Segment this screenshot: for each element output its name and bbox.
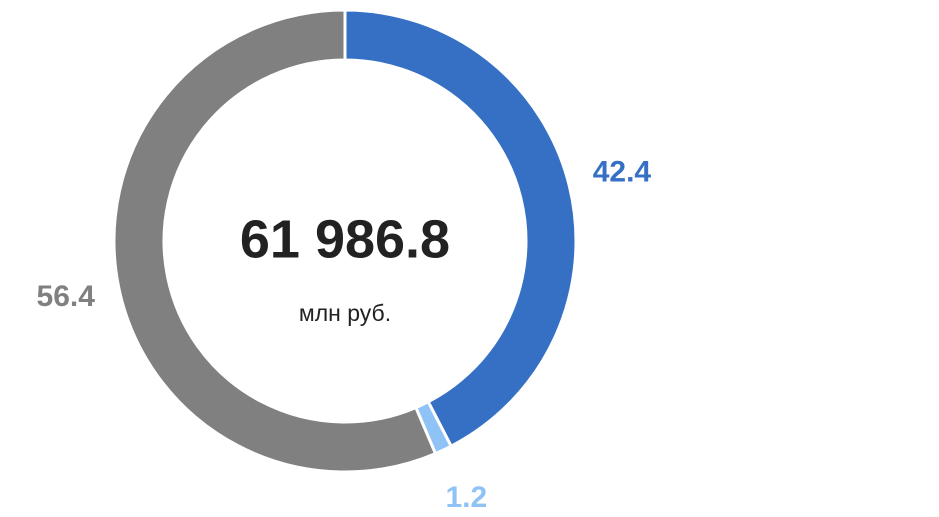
- data-label: 42.4: [593, 156, 652, 189]
- center-value: 61 986.8: [240, 209, 450, 269]
- donut-segment: [112, 8, 438, 474]
- donut-segment: [343, 8, 578, 449]
- data-label: 1.2: [445, 481, 487, 514]
- center-label: млн руб.: [299, 300, 391, 326]
- data-label: 56.4: [37, 280, 96, 313]
